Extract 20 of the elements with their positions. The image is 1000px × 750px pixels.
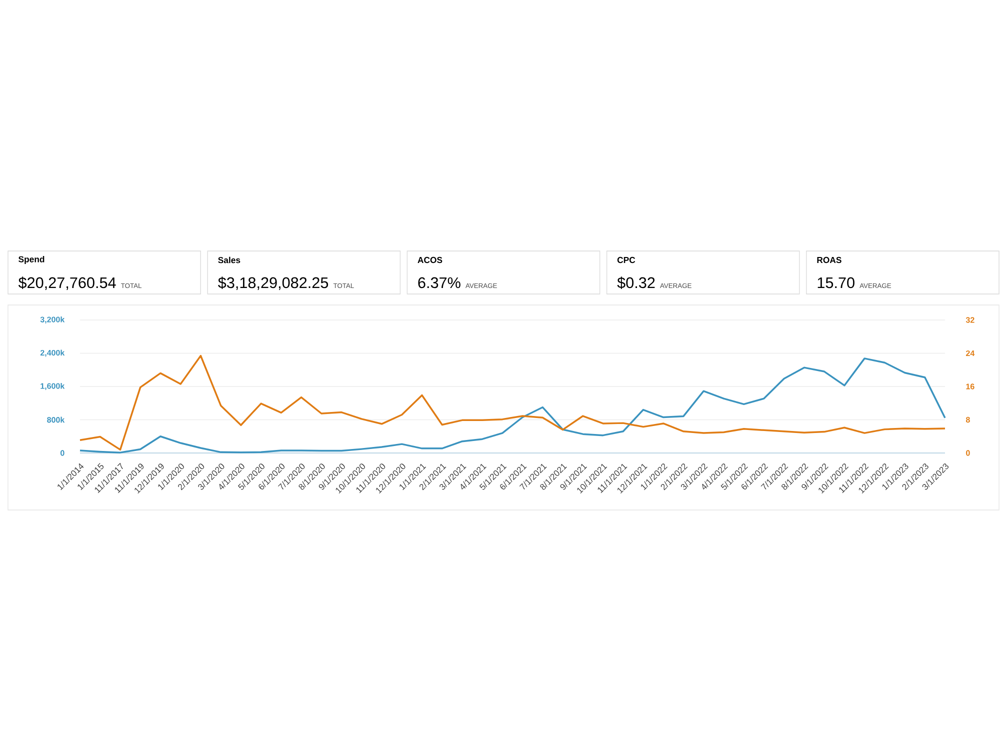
y2-tick-label: 8 (966, 416, 970, 423)
text: Sales (218, 256, 240, 264)
text: $0.32 (617, 276, 655, 290)
y2-tick-label: 16 (966, 384, 974, 390)
text: Spend (18, 256, 44, 264)
text: ACOS (418, 256, 442, 264)
text: $20,27,760.54 (18, 276, 116, 290)
y-tick-label: 3,200k (40, 316, 65, 324)
y-tick-label: 0 (60, 450, 64, 456)
text: 6.37% (418, 277, 460, 288)
text: $3,18,29,082.25 (218, 276, 328, 290)
y-tick-label: 800k (47, 416, 65, 423)
text: 15.70 (818, 277, 854, 288)
y-tick-label: 1,600k (40, 382, 65, 390)
y2-tick-label: 24 (966, 350, 975, 356)
y-tick-label: 2,400k (40, 350, 65, 357)
y2-tick-label: 0 (966, 450, 970, 456)
y2-tick-label: 32 (966, 317, 974, 323)
text: CPC (617, 256, 636, 264)
text: ROAS (817, 256, 842, 264)
